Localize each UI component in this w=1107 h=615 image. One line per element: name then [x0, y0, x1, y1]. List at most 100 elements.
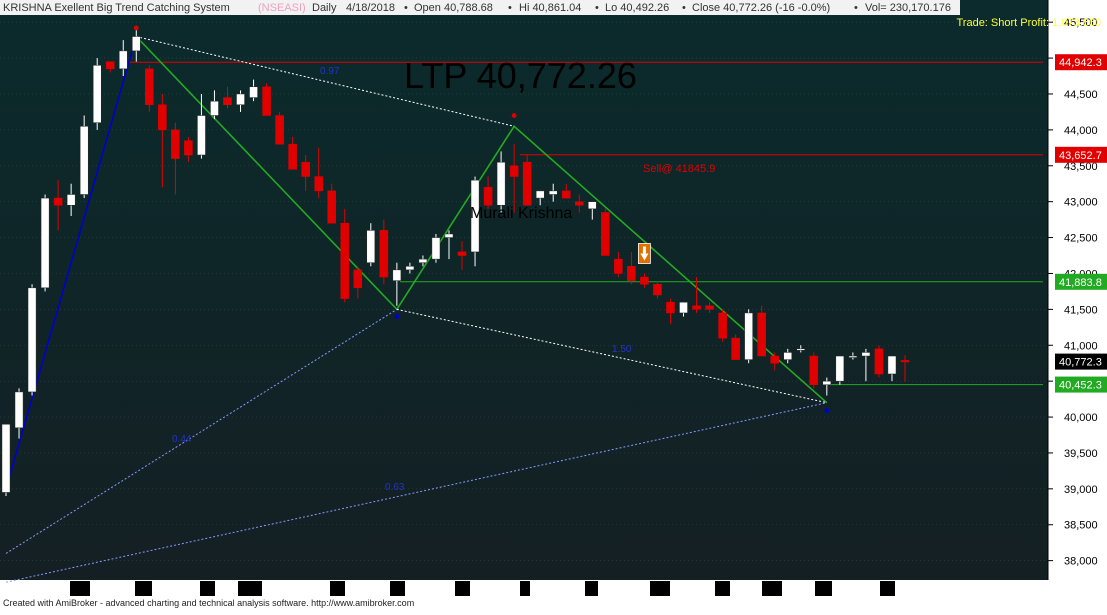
- candle-body: [340, 222, 350, 299]
- candle[interactable]: [640, 273, 649, 288]
- candle-body: [900, 360, 910, 363]
- candle[interactable]: [314, 147, 323, 199]
- header-close: Close 40,772.26 (-16 -0.0%): [692, 2, 830, 14]
- candle-body: [27, 287, 37, 393]
- header-high: Hi 40,861.04: [519, 2, 581, 14]
- candle[interactable]: [496, 151, 506, 213]
- candle[interactable]: [392, 262, 402, 306]
- candle[interactable]: [288, 137, 297, 170]
- candle[interactable]: [197, 93, 206, 159]
- trade-profit-label: Trade: Short Profit: 1,073.660: [956, 17, 1101, 29]
- candle[interactable]: [614, 251, 623, 278]
- candle[interactable]: [249, 79, 258, 102]
- candle[interactable]: [705, 302, 714, 313]
- header-volume: Vol= 230,170.176: [865, 2, 951, 14]
- candle[interactable]: [900, 355, 910, 382]
- candle[interactable]: [770, 352, 779, 371]
- candle[interactable]: [118, 40, 128, 77]
- candle-body: [666, 301, 675, 314]
- y-tick-label: 45,500: [1064, 17, 1098, 29]
- candle[interactable]: [744, 309, 753, 364]
- candle[interactable]: [561, 183, 571, 199]
- candle[interactable]: [14, 388, 24, 439]
- candle[interactable]: [588, 201, 597, 220]
- candle[interactable]: [679, 301, 688, 317]
- candle[interactable]: [692, 277, 701, 313]
- candle[interactable]: [353, 266, 363, 299]
- candle[interactable]: [327, 183, 337, 224]
- candle[interactable]: [223, 86, 232, 109]
- header-open: Open 40,788.68: [414, 2, 493, 14]
- candle[interactable]: [835, 355, 845, 385]
- candle[interactable]: [418, 255, 428, 267]
- candle[interactable]: [796, 345, 806, 353]
- candle[interactable]: [848, 352, 858, 360]
- candle[interactable]: [236, 90, 245, 112]
- candle[interactable]: [627, 251, 636, 285]
- candle[interactable]: [79, 115, 89, 199]
- candle[interactable]: [718, 309, 727, 342]
- candle[interactable]: [53, 180, 63, 231]
- candle[interactable]: [262, 83, 271, 116]
- header-symbol: (NSEASI): [258, 2, 306, 14]
- candle-body: [705, 305, 714, 310]
- candle[interactable]: [366, 223, 376, 267]
- candle[interactable]: [483, 176, 493, 209]
- candle[interactable]: [731, 334, 740, 360]
- candle-body: [92, 65, 102, 123]
- candle-body: [783, 352, 793, 360]
- candle[interactable]: [27, 284, 37, 396]
- candle[interactable]: [1, 423, 11, 497]
- candle[interactable]: [405, 262, 415, 274]
- candle-body: [561, 190, 571, 199]
- candle-body: [1, 423, 11, 493]
- candle[interactable]: [822, 377, 832, 396]
- candle-body: [301, 161, 310, 177]
- candle[interactable]: [522, 155, 532, 206]
- fib-line: [396, 308, 827, 404]
- candle[interactable]: [548, 183, 558, 202]
- candles[interactable]: [1, 29, 910, 497]
- candle[interactable]: [574, 194, 584, 213]
- candle[interactable]: [379, 219, 389, 285]
- candle[interactable]: [783, 348, 793, 364]
- candle[interactable]: [158, 93, 167, 188]
- candle[interactable]: [40, 194, 50, 292]
- candle-body: [392, 269, 402, 281]
- candle[interactable]: [457, 241, 467, 270]
- level-label: 44,942.3: [1059, 57, 1102, 69]
- candle[interactable]: [171, 122, 180, 195]
- candle[interactable]: [275, 111, 284, 145]
- candle[interactable]: [301, 155, 310, 191]
- candle[interactable]: [887, 355, 897, 382]
- candle-body: [210, 100, 219, 116]
- candle[interactable]: [666, 298, 675, 324]
- candle-body: [79, 126, 89, 195]
- candle-body: [158, 104, 167, 131]
- candle[interactable]: [874, 345, 884, 378]
- candle[interactable]: [444, 230, 454, 260]
- candle[interactable]: [210, 90, 219, 120]
- candle[interactable]: [431, 233, 441, 263]
- candle[interactable]: [66, 183, 76, 217]
- candle[interactable]: [861, 348, 871, 382]
- candle[interactable]: [653, 280, 662, 299]
- candle[interactable]: [535, 190, 545, 206]
- candle[interactable]: [184, 137, 193, 163]
- candle[interactable]: [105, 61, 115, 73]
- candle-body: [588, 201, 597, 210]
- candle[interactable]: [509, 144, 519, 213]
- candle[interactable]: [145, 65, 154, 112]
- candle-body: [535, 190, 545, 199]
- candle[interactable]: [757, 305, 766, 357]
- time-segment: [390, 581, 405, 596]
- candle[interactable]: [340, 208, 350, 303]
- candle[interactable]: [601, 208, 610, 256]
- candle[interactable]: [470, 176, 480, 267]
- time-segment: [238, 581, 262, 596]
- candle[interactable]: [132, 29, 141, 62]
- candle[interactable]: [92, 58, 102, 130]
- candle[interactable]: [809, 352, 819, 389]
